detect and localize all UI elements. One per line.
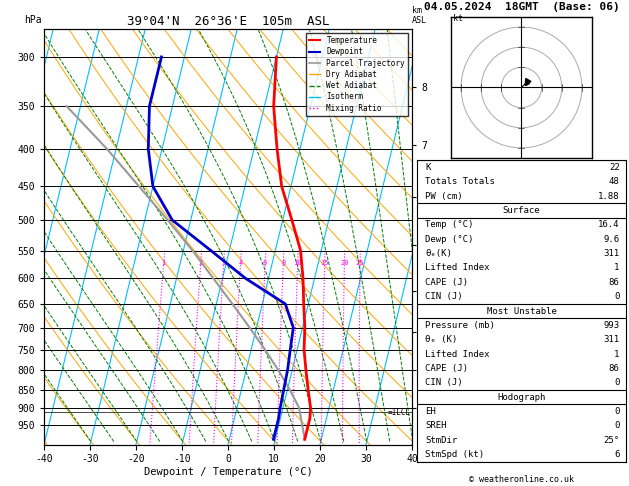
- Text: SREH: SREH: [425, 421, 447, 430]
- Text: =1LCL: =1LCL: [387, 408, 411, 417]
- Text: 1: 1: [614, 349, 620, 359]
- Text: 86: 86: [609, 364, 620, 373]
- Text: Most Unstable: Most Unstable: [486, 307, 557, 315]
- Y-axis label: Mixing Ratio (g/kg): Mixing Ratio (g/kg): [430, 186, 438, 288]
- X-axis label: Dewpoint / Temperature (°C): Dewpoint / Temperature (°C): [143, 467, 313, 477]
- Text: 311: 311: [603, 335, 620, 344]
- Text: 2: 2: [198, 260, 203, 266]
- Text: 0: 0: [614, 421, 620, 430]
- Text: 6: 6: [263, 260, 267, 266]
- Text: 22: 22: [609, 163, 620, 172]
- Text: 04.05.2024  18GMT  (Base: 06): 04.05.2024 18GMT (Base: 06): [423, 2, 620, 12]
- Text: 0: 0: [614, 378, 620, 387]
- Text: 48: 48: [609, 177, 620, 187]
- Text: 4: 4: [238, 260, 243, 266]
- Text: CAPE (J): CAPE (J): [425, 364, 469, 373]
- Text: 15: 15: [320, 260, 329, 266]
- Text: Hodograph: Hodograph: [498, 393, 545, 401]
- Text: PW (cm): PW (cm): [425, 192, 463, 201]
- Text: 10: 10: [293, 260, 302, 266]
- Text: 9.6: 9.6: [603, 235, 620, 244]
- Text: 1: 1: [161, 260, 165, 266]
- Text: © weatheronline.co.uk: © weatheronline.co.uk: [469, 474, 574, 484]
- Text: 16.4: 16.4: [598, 221, 620, 229]
- Text: Temp (°C): Temp (°C): [425, 221, 474, 229]
- Text: 86: 86: [609, 278, 620, 287]
- Title: 39°04'N  26°36'E  105m  ASL: 39°04'N 26°36'E 105m ASL: [127, 15, 329, 28]
- Text: 311: 311: [603, 249, 620, 258]
- Legend: Temperature, Dewpoint, Parcel Trajectory, Dry Adiabat, Wet Adiabat, Isotherm, Mi: Temperature, Dewpoint, Parcel Trajectory…: [306, 33, 408, 116]
- Text: EH: EH: [425, 407, 436, 416]
- Text: hPa: hPa: [24, 15, 42, 25]
- Text: 6: 6: [614, 450, 620, 459]
- Text: Lifted Index: Lifted Index: [425, 263, 490, 273]
- Text: θₑ(K): θₑ(K): [425, 249, 452, 258]
- Text: 25: 25: [356, 260, 364, 266]
- Text: CAPE (J): CAPE (J): [425, 278, 469, 287]
- Text: StmSpd (kt): StmSpd (kt): [425, 450, 484, 459]
- Text: Surface: Surface: [503, 206, 540, 215]
- Text: 20: 20: [340, 260, 348, 266]
- Text: 8: 8: [281, 260, 286, 266]
- Text: 1.88: 1.88: [598, 192, 620, 201]
- Text: CIN (J): CIN (J): [425, 292, 463, 301]
- Text: 0: 0: [614, 292, 620, 301]
- Text: K: K: [425, 163, 431, 172]
- Text: θₑ (K): θₑ (K): [425, 335, 458, 344]
- Text: Totals Totals: Totals Totals: [425, 177, 495, 187]
- Text: km
ASL: km ASL: [412, 6, 427, 25]
- Text: 3: 3: [221, 260, 226, 266]
- Text: kt: kt: [453, 14, 463, 23]
- Text: CIN (J): CIN (J): [425, 378, 463, 387]
- Text: 0: 0: [614, 407, 620, 416]
- Text: Pressure (mb): Pressure (mb): [425, 321, 495, 330]
- Text: 993: 993: [603, 321, 620, 330]
- Text: 25°: 25°: [603, 435, 620, 445]
- Text: Lifted Index: Lifted Index: [425, 349, 490, 359]
- Text: Dewp (°C): Dewp (°C): [425, 235, 474, 244]
- Text: StmDir: StmDir: [425, 435, 458, 445]
- Text: 1: 1: [614, 263, 620, 273]
